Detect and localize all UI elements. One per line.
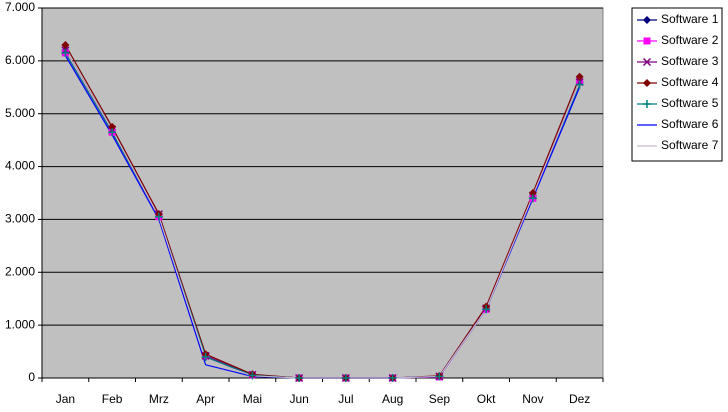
y-tick-label: 5.000 xyxy=(5,106,35,120)
data-point xyxy=(435,372,444,381)
data-point xyxy=(482,305,491,314)
data-point xyxy=(575,80,584,89)
y-tick-label: 0 xyxy=(28,370,35,384)
plot-area xyxy=(41,7,604,379)
data-point xyxy=(575,72,584,81)
data-point xyxy=(528,189,537,197)
legend-label: Software 4 xyxy=(661,75,719,89)
data-point xyxy=(61,41,70,49)
data-point xyxy=(154,212,163,221)
y-tick-label: 3.000 xyxy=(5,212,35,226)
legend-label: Software 3 xyxy=(661,54,719,68)
data-point xyxy=(61,48,70,57)
data-point xyxy=(248,371,257,380)
legend-label: Software 1 xyxy=(661,12,719,26)
x-tick-label: Nov xyxy=(522,392,543,406)
data-point xyxy=(528,194,537,203)
legend-label: Software 7 xyxy=(661,138,719,152)
y-tick-label: 1.000 xyxy=(5,317,35,331)
x-tick-label: Aug xyxy=(382,392,403,406)
data-point xyxy=(388,374,397,382)
data-point xyxy=(295,374,304,382)
legend-label: Software 6 xyxy=(661,117,719,131)
x-tick-label: Sep xyxy=(429,392,451,406)
legend-label: Software 5 xyxy=(661,96,719,110)
x-tick-label: Feb xyxy=(102,392,123,406)
legend-label: Software 2 xyxy=(661,33,719,47)
y-tick-label: 2.000 xyxy=(5,264,35,278)
legend-marker xyxy=(642,57,652,67)
legend-marker xyxy=(643,100,651,108)
legend-marker xyxy=(643,16,651,24)
x-tick-label: Apr xyxy=(196,392,215,406)
y-tick-label: 7.000 xyxy=(5,0,35,14)
series-line xyxy=(64,49,581,379)
x-tick-label: Mrz xyxy=(149,392,169,406)
y-tick-label: 4.000 xyxy=(5,159,35,173)
x-tick-label: Okt xyxy=(477,392,496,406)
x-tick-label: Dez xyxy=(569,392,590,406)
legend-marker xyxy=(643,37,651,45)
y-tick-label: 6.000 xyxy=(5,53,35,67)
data-point xyxy=(201,352,210,361)
data-point xyxy=(108,122,117,131)
data-point xyxy=(108,128,117,137)
x-tick-label: Jan xyxy=(56,392,75,406)
x-tick-label: Jun xyxy=(289,392,308,406)
legend-marker xyxy=(643,79,651,87)
x-tick-label: Mai xyxy=(243,392,262,406)
x-tick-label: Jul xyxy=(338,392,353,406)
data-point xyxy=(341,374,350,382)
